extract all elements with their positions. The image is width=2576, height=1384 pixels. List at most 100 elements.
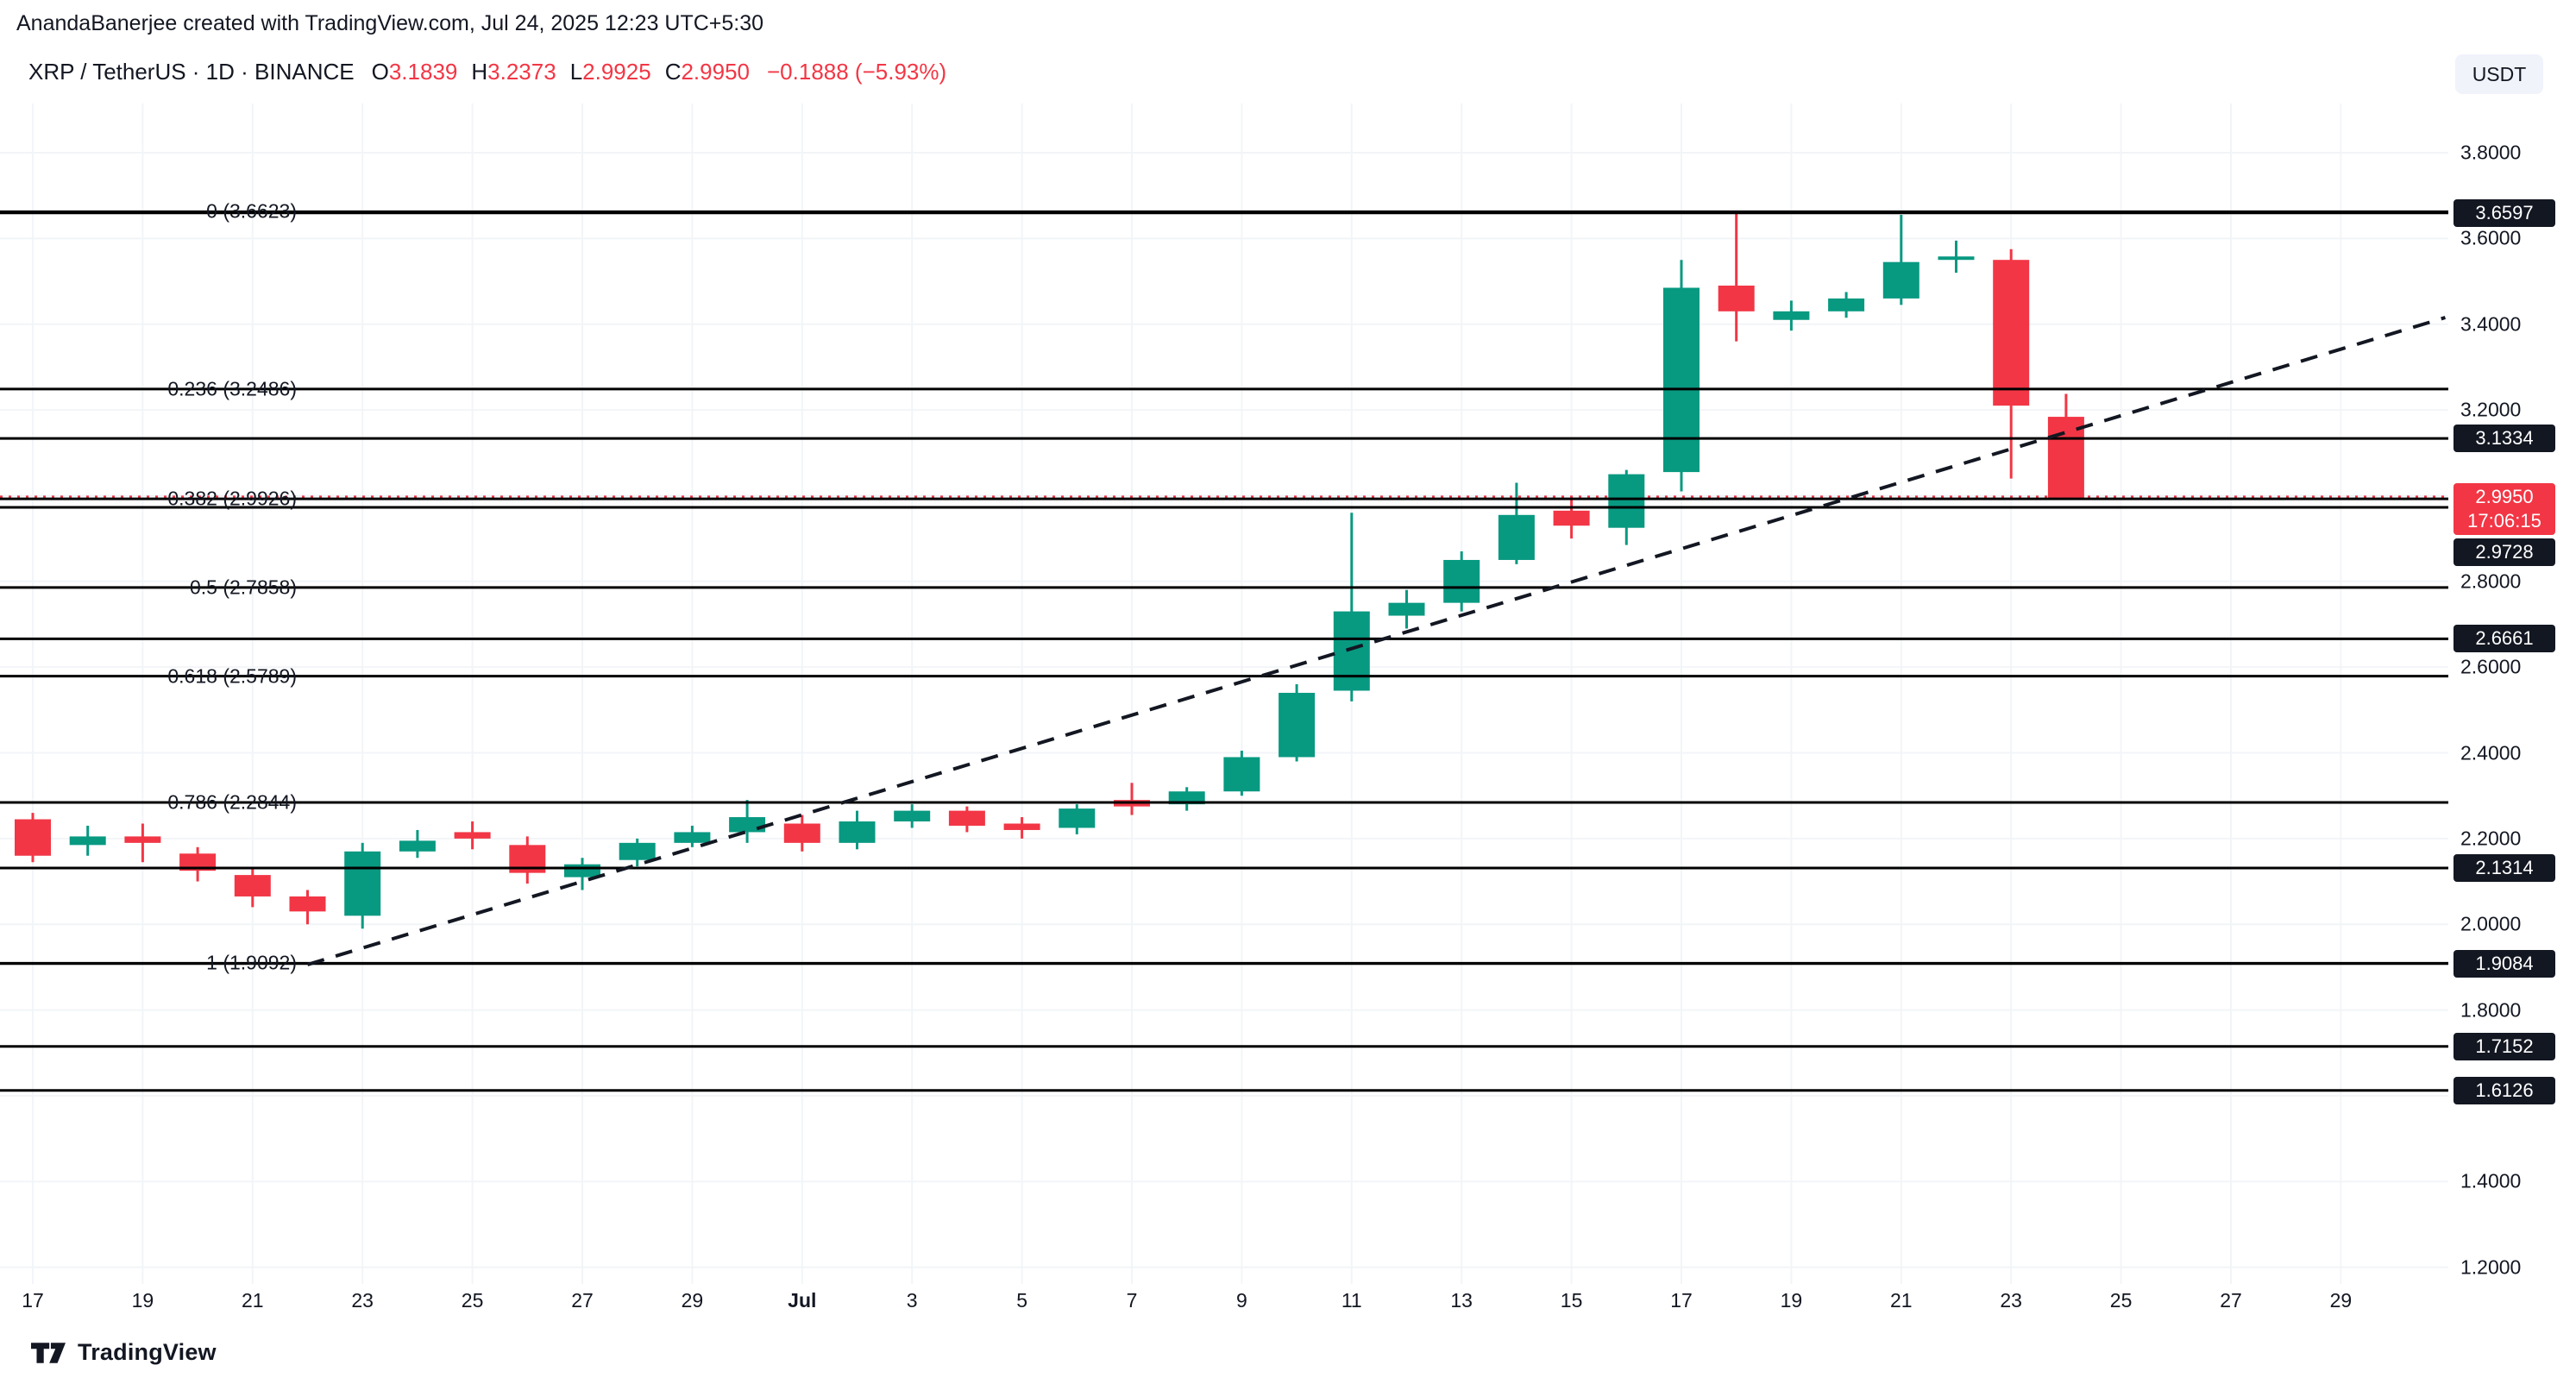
time-axis-label[interactable]: 11 bbox=[1341, 1289, 1362, 1312]
candle-body[interactable] bbox=[564, 864, 600, 878]
time-axis-label[interactable]: 9 bbox=[1235, 1289, 1247, 1312]
candle-body[interactable] bbox=[783, 823, 820, 843]
candle-body[interactable] bbox=[344, 851, 381, 916]
price-axis-label: 2.2000 bbox=[2460, 827, 2522, 850]
time-axis-label[interactable]: 19 bbox=[131, 1289, 154, 1312]
time-axis-label[interactable]: Jul bbox=[788, 1289, 817, 1312]
candle-body[interactable] bbox=[124, 836, 161, 843]
candle-body[interactable] bbox=[179, 853, 217, 871]
candle-body[interactable] bbox=[1553, 510, 1590, 526]
candle-body[interactable] bbox=[1608, 474, 1645, 528]
candle-body[interactable] bbox=[1223, 757, 1260, 792]
time-axis-label[interactable]: 25 bbox=[2109, 1289, 2133, 1312]
price-line-badge: 3.6597 bbox=[2453, 198, 2555, 227]
price-axis-label: 3.6000 bbox=[2460, 226, 2522, 249]
time-axis-label[interactable]: 17 bbox=[22, 1289, 44, 1312]
candle-body[interactable] bbox=[948, 810, 985, 826]
candle-body[interactable] bbox=[1718, 286, 1755, 311]
candle-body[interactable] bbox=[729, 817, 766, 833]
candle-body[interactable] bbox=[1993, 260, 2030, 406]
candle-body[interactable] bbox=[15, 819, 51, 856]
fib-level-label: 1 (1.9092) bbox=[206, 951, 297, 974]
trend-line[interactable] bbox=[306, 316, 2447, 966]
candle-body[interactable] bbox=[1498, 514, 1535, 560]
candle-body[interactable] bbox=[894, 810, 931, 822]
candle-body[interactable] bbox=[1279, 692, 1316, 758]
time-axis-label[interactable]: 27 bbox=[571, 1289, 594, 1312]
candle-body[interactable] bbox=[1333, 611, 1370, 691]
fib-level-label: 0.618 (2.5789) bbox=[167, 664, 297, 688]
candle-body[interactable] bbox=[1059, 808, 1096, 828]
candle-body[interactable] bbox=[69, 836, 106, 846]
price-axis-label: 2.0000 bbox=[2460, 912, 2522, 935]
candle-body[interactable] bbox=[1003, 823, 1040, 830]
time-axis-label[interactable]: 29 bbox=[2329, 1289, 2353, 1312]
tradingview-logo-icon bbox=[31, 1342, 66, 1363]
time-axis-label[interactable]: 15 bbox=[1560, 1289, 1583, 1312]
candle-body[interactable] bbox=[839, 821, 876, 843]
price-axis-label: 3.8000 bbox=[2460, 141, 2522, 164]
time-axis-label[interactable]: 23 bbox=[351, 1289, 374, 1312]
price-axis-label: 1.2000 bbox=[2460, 1255, 2522, 1279]
price-line-badge: 1.9084 bbox=[2453, 949, 2555, 978]
price-line-badge: 2.9728 bbox=[2453, 538, 2555, 566]
candle-body[interactable] bbox=[1168, 791, 1205, 805]
candle-body[interactable] bbox=[289, 896, 326, 912]
price-axis-label: 1.4000 bbox=[2460, 1169, 2522, 1192]
time-axis-label[interactable]: 13 bbox=[1450, 1289, 1473, 1312]
symbol-title[interactable]: XRP / TetherUS · 1D · BINANCE bbox=[28, 59, 355, 85]
time-axis-label[interactable]: 27 bbox=[2220, 1289, 2242, 1312]
candle-body[interactable] bbox=[399, 840, 436, 852]
price-line-badge: 2.1314 bbox=[2453, 853, 2555, 882]
currency-unit-button[interactable]: USDT bbox=[2455, 54, 2543, 94]
time-axis-label[interactable]: 29 bbox=[681, 1289, 704, 1312]
tradingview-logo[interactable]: TradingView bbox=[31, 1339, 217, 1366]
time-axis-label[interactable]: 21 bbox=[1890, 1289, 1913, 1312]
fib-level-label: 0.5 (2.7858) bbox=[189, 576, 297, 599]
fib-level-label: 0.786 (2.2844) bbox=[167, 790, 297, 814]
ohlc-pair: H3.2373 bbox=[471, 59, 556, 85]
time-axis-label[interactable]: 23 bbox=[2000, 1289, 2022, 1312]
time-axis-label[interactable]: 7 bbox=[1126, 1289, 1138, 1312]
price-line-badge: 2.6661 bbox=[2453, 625, 2555, 653]
time-axis-label[interactable]: 3 bbox=[906, 1289, 918, 1312]
candle-body[interactable] bbox=[674, 832, 711, 843]
ohlc-pair: L2.9925 bbox=[569, 59, 651, 85]
fib-level-label: 0 (3.6623) bbox=[206, 199, 297, 223]
fib-level-label: 0.382 (2.9926) bbox=[167, 487, 297, 510]
price-axis-label: 2.4000 bbox=[2460, 741, 2522, 764]
time-axis-label[interactable]: 17 bbox=[1670, 1289, 1693, 1312]
price-line-badge: 1.7152 bbox=[2453, 1032, 2555, 1060]
time-axis-label[interactable]: 25 bbox=[461, 1289, 484, 1312]
price-axis-label: 2.6000 bbox=[2460, 655, 2522, 678]
candle-body[interactable] bbox=[1388, 602, 1425, 616]
time-axis-label[interactable]: 21 bbox=[242, 1289, 264, 1312]
candle-body[interactable] bbox=[1882, 261, 1919, 299]
fib-level-label: 0.236 (3.2486) bbox=[167, 377, 297, 400]
attribution-text: AnandaBanerjee created with TradingView.… bbox=[16, 11, 764, 35]
price-line-badge: 3.1334 bbox=[2453, 425, 2555, 453]
ohlc-pair: C2.9950 bbox=[664, 59, 750, 85]
price-axis-label: 1.8000 bbox=[2460, 998, 2522, 1022]
candle-body[interactable] bbox=[1828, 298, 1865, 311]
price-axis-label: 3.4000 bbox=[2460, 312, 2522, 336]
ohlc-pair: O3.1839 bbox=[371, 59, 458, 85]
candle-body[interactable] bbox=[1773, 311, 1810, 320]
candle-body[interactable] bbox=[1938, 256, 1975, 261]
bar-countdown-timer: 17:06:15 bbox=[2467, 509, 2541, 532]
current-price-badge: 2.9950 17:06:15 bbox=[2453, 482, 2555, 535]
candle-body[interactable] bbox=[454, 832, 491, 839]
symbol-info-bar: XRP / TetherUS · 1D · BINANCE O3.1839 H3.… bbox=[28, 59, 946, 85]
time-axis-label[interactable]: 5 bbox=[1016, 1289, 1027, 1312]
price-axis-label: 2.8000 bbox=[2460, 569, 2522, 593]
candle-body[interactable] bbox=[1443, 559, 1480, 603]
candle-body[interactable] bbox=[619, 842, 656, 860]
candle-body[interactable] bbox=[234, 875, 271, 896]
time-axis-label[interactable]: 19 bbox=[1780, 1289, 1803, 1312]
price-line-badge: 1.6126 bbox=[2453, 1076, 2555, 1104]
price-change: −0.1888 (−5.93%) bbox=[767, 59, 947, 85]
price-axis-label: 3.2000 bbox=[2460, 398, 2522, 421]
candle-body[interactable] bbox=[1663, 287, 1700, 473]
